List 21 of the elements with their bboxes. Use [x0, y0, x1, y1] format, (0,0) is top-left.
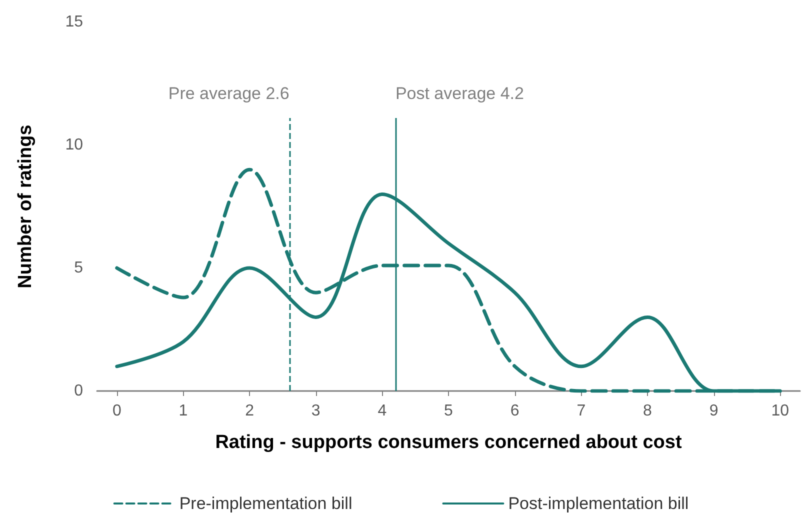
x-tick-label: 10 [771, 402, 790, 420]
ref-line-label: Post average 4.2 [395, 84, 524, 103]
x-tick-label: 0 [112, 402, 122, 420]
x-tick-label: 9 [709, 402, 718, 420]
y-tick-label: 15 [65, 14, 84, 30]
legend-label: Post-implementation bill [508, 494, 689, 513]
legend-label: Pre-implementation bill [179, 494, 352, 513]
x-tick-label: 3 [311, 402, 320, 420]
y-tick-label: 0 [74, 382, 84, 400]
x-tick-label: 4 [378, 402, 387, 420]
ref-line-label: Pre average 2.6 [168, 84, 290, 103]
x-axis-title: Rating - supports consumers concerned about cost [215, 432, 682, 453]
y-tick-label: 10 [65, 136, 84, 154]
x-tick-label: 8 [643, 402, 652, 420]
x-tick-label: 5 [444, 402, 454, 420]
x-tick-label: 6 [510, 402, 520, 420]
y-tick-label: 5 [74, 260, 84, 276]
x-tick-label: 1 [178, 402, 188, 420]
x-tick-label: 7 [576, 402, 586, 420]
x-tick-label: 2 [245, 402, 254, 420]
y-axis-title: Number of ratings [15, 124, 36, 288]
